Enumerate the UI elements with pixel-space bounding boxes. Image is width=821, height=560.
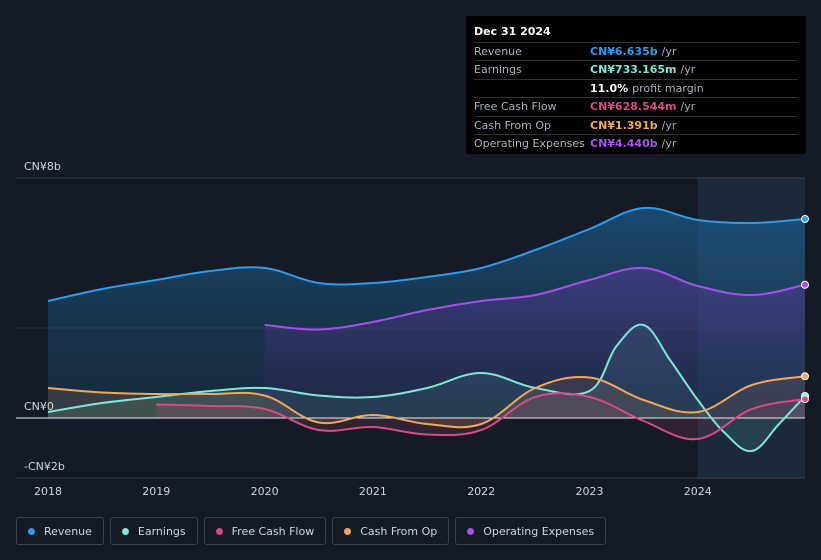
legend-item-operating-expenses[interactable]: Operating Expenses — [455, 517, 607, 545]
tooltip-unit: profit margin — [632, 81, 704, 95]
tooltip-label: Cash From Op — [474, 118, 552, 132]
operating-expenses-area — [264, 267, 806, 418]
legend-dot-icon — [215, 527, 223, 535]
cash-from-op-endpoint[interactable] — [801, 372, 809, 381]
legend-label: Operating Expenses — [483, 524, 595, 538]
tooltip-value: CN¥4.440b — [590, 136, 658, 150]
x-tick-label: 2019 — [142, 485, 170, 498]
tooltip-row: Free Cash Flow CN¥628.544m/yr — [474, 97, 798, 115]
tooltip-value: CN¥733.165m — [590, 63, 677, 77]
operating-expenses-endpoint[interactable] — [801, 280, 809, 289]
data-tooltip: Dec 31 2024 Revenue CN¥6.635b/yr Earnings C… — [466, 16, 806, 154]
legend-label: Earnings — [137, 524, 186, 538]
x-tick-label: 2018 — [34, 485, 62, 498]
tooltip-row: 11.0% profit margin — [474, 78, 798, 97]
tooltip-label — [474, 80, 590, 97]
tooltip-row: Operating Expenses CN¥4.440b/yr — [474, 133, 798, 152]
tooltip-date: Dec 31 2024 — [474, 25, 551, 38]
tooltip-unit: /yr — [661, 118, 677, 132]
tooltip-value: CN¥628.544m — [590, 100, 677, 114]
x-tick-label: 2024 — [684, 485, 712, 498]
free-cash-flow-area — [156, 393, 806, 440]
y-label-bottom: -CN¥2b — [24, 460, 65, 473]
tooltip-label: Revenue — [474, 45, 522, 58]
cash-from-op-line — [47, 375, 806, 429]
tooltip-row: Revenue CN¥6.635b/yr — [474, 42, 798, 60]
x-tick-label: 2023 — [575, 485, 603, 498]
free-cash-flow-line — [156, 392, 806, 441]
legend-dot-icon — [121, 527, 129, 535]
legend-item-cash-from-op[interactable]: Cash From Op — [332, 517, 450, 545]
legend-label: Cash From Op — [360, 524, 438, 538]
legend-dot-icon — [28, 527, 35, 535]
legend-dot-icon — [344, 527, 352, 535]
chart-legend: Revenue Earnings Free Cash Flow Cash From O… — [16, 517, 607, 545]
free-cash-flow-endpoint[interactable] — [801, 395, 809, 404]
tooltip-unit: /yr — [680, 100, 696, 114]
y-label-zero: CN¥0 — [24, 400, 54, 413]
tooltip-unit: /yr — [661, 136, 677, 150]
tooltip-row: Earnings CN¥733.165m/yr — [474, 60, 798, 78]
tooltip-label: Operating Expenses — [474, 136, 585, 150]
revenue-endpoint[interactable] — [801, 214, 809, 223]
tooltip-row: Cash From Op CN¥1.391b/yr — [474, 115, 798, 134]
x-tick-label: 2020 — [251, 485, 279, 498]
tooltip-label: Earnings — [474, 63, 522, 77]
legend-item-free-cash-flow[interactable]: Free Cash Flow — [203, 517, 327, 545]
legend-item-revenue[interactable]: Revenue — [16, 517, 104, 545]
revenue-line — [47, 206, 806, 302]
legend-dot-icon — [467, 527, 475, 535]
legend-label: Revenue — [44, 524, 92, 538]
tooltip-unit: /yr — [680, 63, 696, 77]
tooltip-value: CN¥6.635b — [590, 45, 658, 58]
legend-label: Free Cash Flow — [231, 524, 315, 538]
tooltip-value: 11.0% — [590, 81, 629, 95]
tooltip-unit: /yr — [661, 45, 677, 58]
legend-item-earnings[interactable]: Earnings — [109, 517, 198, 545]
tooltip-label: Free Cash Flow — [474, 100, 557, 114]
tooltip-value: CN¥1.391b — [590, 118, 658, 132]
y-label-top: CN¥8b — [24, 160, 61, 173]
x-tick-label: 2021 — [359, 485, 387, 498]
operating-expenses-line — [264, 266, 806, 331]
x-tick-label: 2022 — [467, 485, 495, 498]
